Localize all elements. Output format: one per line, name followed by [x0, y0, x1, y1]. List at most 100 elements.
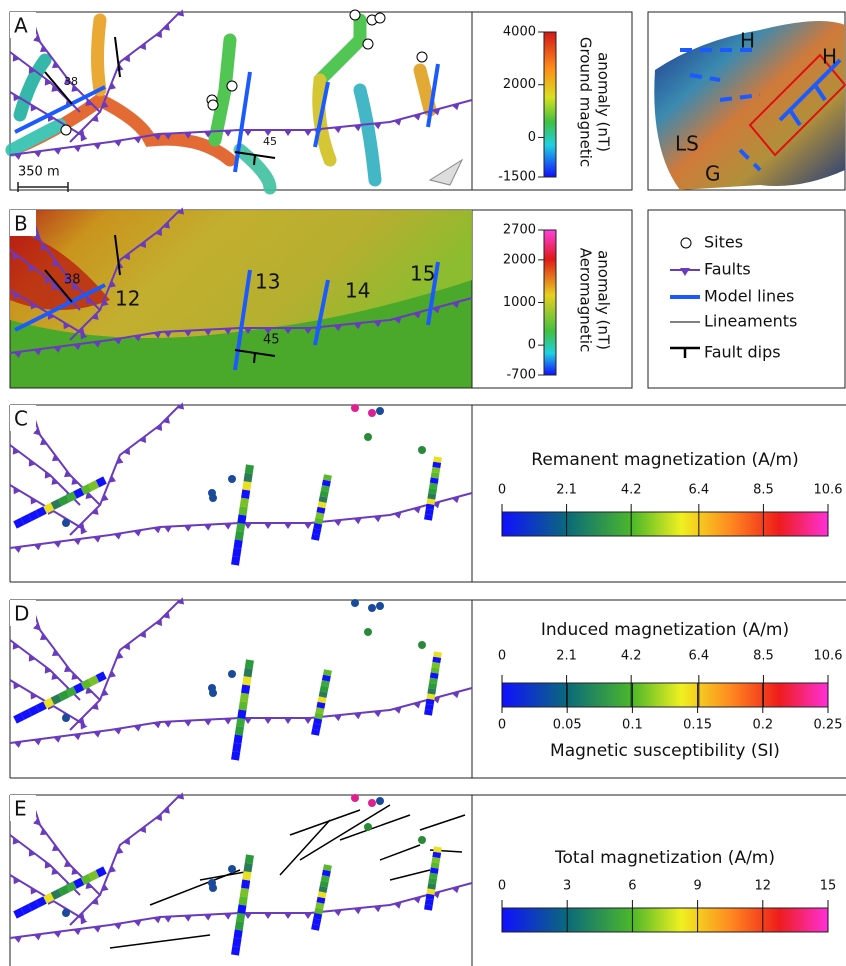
model-column [431, 884, 432, 889]
model-column [236, 548, 237, 556]
colorbar-tick-label: 0 [498, 718, 506, 733]
colorbar-tick-label: 6.4 [688, 483, 709, 498]
figure: ABCDE3845384512131415350 mHHLSGSitesFaul… [0, 0, 846, 966]
fault-tick [304, 523, 312, 529]
model-column [239, 922, 240, 930]
model-column [60, 889, 68, 893]
model-column [327, 475, 328, 480]
fault-tick [264, 718, 272, 724]
model-column [435, 473, 436, 478]
model-column [245, 490, 246, 498]
model-column [75, 686, 83, 690]
colorbar-tick-label: 2000 [503, 252, 536, 267]
colorbar-tick-label: 0.2 [752, 718, 773, 733]
model-column [316, 724, 317, 729]
colorbar-tick-label: -1500 [498, 170, 536, 185]
fault-tick [374, 711, 382, 717]
legend-label: Model lines [704, 287, 794, 306]
site [209, 494, 217, 502]
model-column [317, 719, 318, 724]
fault-tick [374, 516, 382, 522]
model-column [325, 681, 326, 686]
site [351, 599, 359, 607]
model-column [30, 709, 38, 713]
colorbar-tick-label: 4.2 [621, 649, 642, 664]
model-column [317, 914, 318, 919]
model-column [90, 679, 98, 683]
model-column [239, 727, 240, 735]
model-column [326, 480, 327, 485]
fault-tick [73, 539, 81, 545]
model-column [433, 483, 434, 488]
model-column [434, 478, 435, 483]
lineaments [110, 805, 465, 948]
model-column [45, 896, 53, 900]
site [350, 10, 360, 20]
colorbar-tick-label: 0 [498, 879, 506, 894]
model-column [60, 694, 68, 698]
model-column [68, 495, 76, 499]
model-column [53, 893, 61, 897]
model-column [428, 905, 429, 910]
fault-tick [334, 910, 342, 916]
model-column [68, 885, 76, 889]
model-column [320, 898, 321, 903]
colorbar-tick-label: 0.1 [622, 718, 643, 733]
model-column [235, 752, 236, 760]
model-column [23, 518, 31, 522]
colorbar [502, 512, 828, 536]
model-column [431, 689, 432, 694]
dip-label: 38 [64, 273, 81, 288]
panel-label: C [14, 407, 28, 431]
site [351, 404, 359, 412]
fault-tick [14, 741, 22, 747]
model-column [241, 515, 242, 523]
legend-label: Lineaments [704, 312, 797, 331]
model-column [30, 514, 38, 518]
site [368, 604, 376, 612]
colorbar-title: anomaly (nT) [595, 52, 613, 152]
model-column [434, 868, 435, 873]
model-column [315, 535, 316, 540]
model-column [15, 716, 23, 720]
model-column [236, 743, 237, 751]
site [208, 100, 218, 110]
model-column [437, 652, 438, 657]
model-column [90, 484, 98, 488]
fault-tick [224, 523, 232, 529]
colorbar-tick-label: 0 [498, 483, 506, 498]
model-column [15, 521, 23, 525]
model-column [437, 847, 438, 852]
model-column [322, 697, 323, 702]
colorbar-tick-label: 4000 [503, 25, 536, 40]
model-column [249, 855, 250, 863]
fault-tick [54, 736, 62, 742]
model-column [241, 710, 242, 718]
dip-label: 38 [64, 75, 78, 88]
panel-label: D [14, 602, 29, 626]
colorbar-tick-label: 3 [563, 879, 571, 894]
model-column [244, 498, 245, 506]
fault-tick [354, 908, 362, 914]
fault-tick [284, 523, 292, 529]
fault-tick [34, 934, 42, 940]
model-column [434, 673, 435, 678]
fault-tick [204, 719, 212, 725]
model-column [83, 488, 91, 492]
model-column [324, 686, 325, 691]
model-column [45, 701, 53, 705]
model-column [316, 919, 317, 924]
colorbar-tick-label: 2.1 [556, 483, 577, 498]
model-column [319, 903, 320, 908]
panel-label: A [14, 14, 28, 38]
model-column [429, 705, 430, 710]
model-column [240, 718, 241, 726]
model-column [238, 540, 239, 548]
model-column [431, 499, 432, 504]
model-column [435, 668, 436, 673]
model-column [318, 908, 319, 913]
model-column [38, 510, 46, 514]
model-column [437, 457, 438, 462]
model-column [436, 657, 437, 662]
colorbar-tick-label: 8.5 [753, 649, 774, 664]
